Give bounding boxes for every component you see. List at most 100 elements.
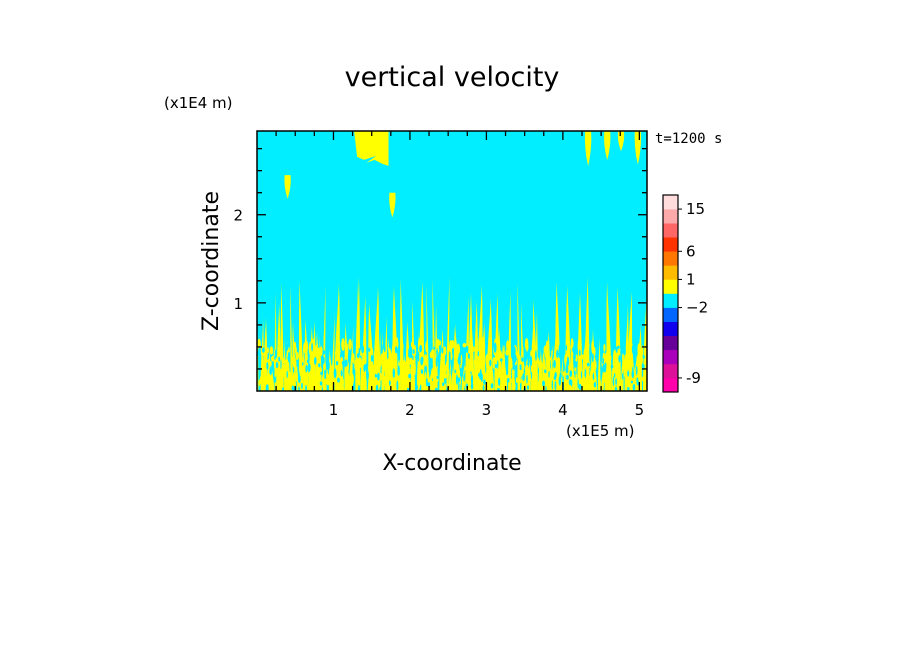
speckle-gap [519,366,522,371]
speckle-gap [358,347,361,356]
speckle-gap [397,365,400,376]
speckle [574,367,577,372]
speckle-gap [500,358,503,362]
speckle-gap [463,373,465,382]
speckle-gap [366,347,369,354]
speckle-gap [548,370,550,378]
speckle [388,348,392,362]
speckle-gap [297,364,299,374]
speckle [319,367,322,373]
speckle-gap [615,377,617,386]
speckle-gap [569,370,573,378]
speckle-gap [593,381,597,388]
speckle-gap [635,365,638,376]
speckle-gap [441,347,444,354]
speckle [625,348,628,355]
colorbar-label: 15 [686,200,705,218]
speckle [498,354,500,366]
velocity-features [257,131,647,391]
speckle-gap [322,356,325,365]
plume [392,284,398,391]
speckle-gap [305,384,307,391]
speckle [639,370,641,380]
speckle-gap [450,368,452,376]
plume [304,317,309,391]
speckle-gap [313,356,317,365]
speckle [443,346,447,356]
speckle-gap [412,354,414,361]
speckle [282,358,286,365]
speckle-gap [578,383,582,391]
colorbar-swatch [663,321,678,337]
speckle [360,384,365,391]
speckle [521,381,525,391]
speckle-gap [627,386,630,391]
colorbar-swatch [663,237,678,252]
speckle [539,360,543,370]
speckle-gap [554,380,557,391]
y-tick-label: 1 [233,295,243,313]
speckle [478,337,480,350]
speckle [468,342,473,356]
speckle-gap [470,371,472,375]
speckle [521,361,525,371]
speckle-gap [428,358,432,370]
speckle-gap [280,359,282,370]
speckle-gap [465,345,469,354]
upper-drop-5 [617,131,625,152]
speckle [460,354,463,366]
speckle [456,343,461,355]
speckle-gap [584,368,587,378]
speckle-gap [320,371,322,376]
speckle-gap [436,348,438,357]
speckle [379,373,382,381]
y-axis-title: Z-coordinate [199,191,224,331]
speckle-gap [530,371,533,380]
colorbar-swatch [663,223,678,238]
speckle-gap [327,361,330,370]
speckle [410,364,414,377]
speckle [291,355,294,365]
speckle-gap [560,349,563,360]
speckle [442,363,447,376]
speckle-gap [627,370,630,377]
speckle [321,374,325,389]
plume [606,280,612,391]
speckle [425,356,428,367]
speckle [505,349,509,356]
colorbar-swatch [663,377,678,393]
speckle-gap [305,364,308,373]
speckle-gap [273,376,277,383]
speckle-gap [379,386,381,391]
speckle-gap [615,346,618,354]
speckle [334,350,339,356]
speckle [616,377,621,387]
speckle-gap [512,360,515,367]
speckle [442,352,445,367]
speckle [393,354,396,359]
speckle-gap [337,377,340,383]
speckle-gap [636,377,639,385]
speckle [347,381,352,390]
speckle-gap [383,346,386,353]
speckle-gap [568,378,572,386]
speckle [550,354,553,367]
speckle-gap [631,344,634,354]
speckle-gap [415,384,418,391]
colorbar-label: -9 [686,369,701,387]
speckle [425,341,428,353]
speckle [308,372,310,379]
speckle [567,351,569,357]
speckle-gap [513,354,517,363]
speckle-gap [642,364,645,369]
speckle [437,340,442,346]
plume [292,319,296,391]
speckle [382,358,386,372]
speckle [481,336,484,351]
speckle-gap [421,356,424,363]
speckle [501,361,504,366]
speckle-gap [266,362,269,370]
colorbar-swatch [663,307,678,322]
speckle-gap [380,343,383,355]
